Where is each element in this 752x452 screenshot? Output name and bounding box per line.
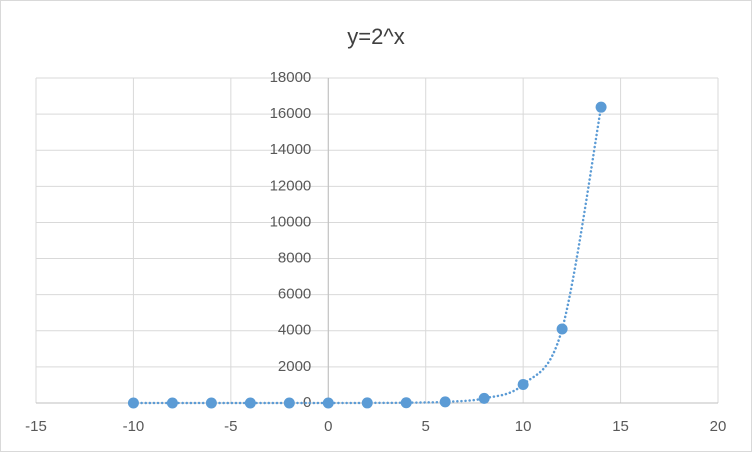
data-point xyxy=(244,397,256,409)
y-tick-label: 10000 xyxy=(270,213,312,230)
trend-line xyxy=(132,105,603,405)
data-point xyxy=(127,397,139,409)
y-tick-label: 14000 xyxy=(270,141,312,158)
y-tick-label: 8000 xyxy=(278,250,311,267)
x-tick-label: -10 xyxy=(123,418,145,435)
data-point xyxy=(283,397,295,409)
x-tick-label: -15 xyxy=(25,418,47,435)
x-tick-label: 10 xyxy=(515,418,532,435)
chart-title: y=2^x xyxy=(347,24,404,49)
data-point xyxy=(556,323,568,335)
data-point xyxy=(400,397,412,409)
data-point xyxy=(322,397,334,409)
data-point xyxy=(517,379,529,391)
y-tick-label: 16000 xyxy=(270,105,312,122)
x-tick-label: 5 xyxy=(422,418,430,435)
data-point xyxy=(595,101,607,113)
y-tick-label: 0 xyxy=(303,394,311,411)
y-tick-label: 2000 xyxy=(278,358,311,375)
y-tick-label: 6000 xyxy=(278,286,311,303)
data-point xyxy=(439,396,451,408)
y-tick-label: 4000 xyxy=(278,322,311,339)
x-tick-label: 20 xyxy=(710,418,727,435)
y-tick-label: 12000 xyxy=(270,177,312,194)
y-tick-label: 18000 xyxy=(270,69,312,86)
data-point xyxy=(166,397,178,409)
data-point xyxy=(361,397,373,409)
data-point xyxy=(478,392,490,404)
x-tick-label: -5 xyxy=(224,418,237,435)
data-point xyxy=(205,397,217,409)
x-tick-label: 0 xyxy=(324,418,332,435)
x-tick-label: 15 xyxy=(612,418,629,435)
